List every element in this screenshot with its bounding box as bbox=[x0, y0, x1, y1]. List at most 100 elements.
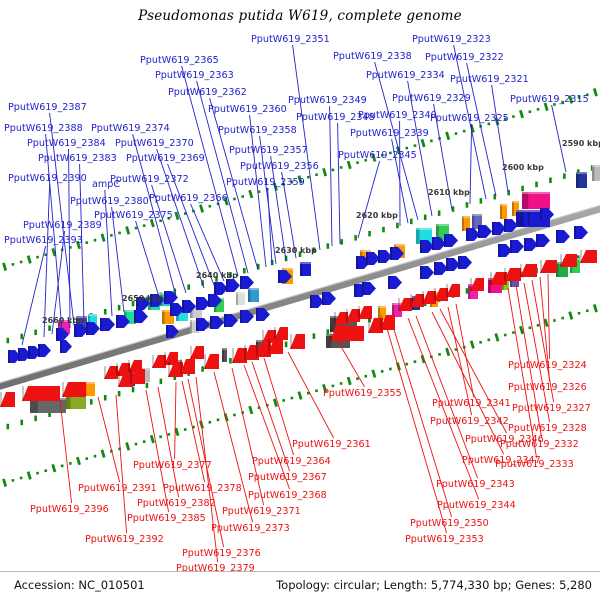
gene-box[interactable] bbox=[222, 348, 227, 362]
gene-label[interactable]: PputW619_2375 bbox=[94, 210, 173, 221]
gene-arrow[interactable] bbox=[56, 328, 69, 341]
gene-arrow[interactable] bbox=[226, 279, 240, 292]
gene-label[interactable]: ampC bbox=[92, 179, 120, 190]
gene-label[interactable]: PputW619_2388 bbox=[4, 123, 83, 134]
gene-arrow[interactable] bbox=[0, 392, 15, 407]
gene-label[interactable]: PputW619_2323 bbox=[412, 34, 491, 45]
gene-arrow[interactable] bbox=[458, 256, 472, 269]
gene-label[interactable]: PputW619_2362 bbox=[168, 87, 247, 98]
gene-arrow[interactable] bbox=[540, 260, 557, 273]
gene-box[interactable] bbox=[84, 382, 95, 396]
gene-label[interactable]: PputW619_2321 bbox=[450, 74, 529, 85]
gene-arrow[interactable] bbox=[398, 298, 412, 311]
gene-label[interactable]: PputW619_2377 bbox=[133, 460, 212, 471]
gene-arrow[interactable] bbox=[420, 266, 434, 279]
gene-arrow[interactable] bbox=[444, 234, 458, 247]
gene-arrow[interactable] bbox=[492, 222, 506, 235]
gene-arrow[interactable] bbox=[378, 250, 392, 263]
gene-label[interactable]: PputW619_2396 bbox=[30, 504, 109, 515]
gene-arrow[interactable] bbox=[540, 208, 554, 221]
gene-label[interactable]: PputW619_2351 bbox=[251, 34, 330, 45]
gene-box[interactable] bbox=[76, 316, 87, 330]
gene-label[interactable]: PputW619_2371 bbox=[222, 506, 301, 517]
gene-arrow[interactable] bbox=[268, 339, 283, 354]
gene-label[interactable]: PputW619_2334 bbox=[366, 70, 445, 81]
gene-label[interactable]: PputW619_2367 bbox=[248, 472, 327, 483]
gene-label[interactable]: PputW619_2344 bbox=[437, 500, 516, 511]
gene-box[interactable] bbox=[500, 204, 507, 219]
gene-arrow[interactable] bbox=[466, 228, 480, 241]
gene-arrow[interactable] bbox=[240, 310, 254, 323]
gene-label[interactable]: PputW619_2389 bbox=[23, 220, 102, 231]
gene-label[interactable]: PputW619_2392 bbox=[85, 534, 164, 545]
gene-label[interactable]: PputW619_2376 bbox=[182, 548, 261, 559]
gene-label[interactable]: PputW619_2360 bbox=[208, 104, 287, 115]
gene-arrow[interactable] bbox=[362, 282, 376, 295]
gene-label[interactable]: PputW619_2390 bbox=[8, 173, 87, 184]
gene-arrow[interactable] bbox=[536, 234, 550, 247]
reverse-gene-labels[interactable]: PputW619_2396 PputW619_2392 PputW619_2391 P… bbox=[30, 360, 591, 574]
gene-label[interactable]: PputW619_2365 bbox=[140, 55, 219, 66]
gene-arrow[interactable] bbox=[38, 344, 51, 357]
gene-label[interactable]: PputW619_2345 bbox=[338, 150, 417, 161]
gene-box[interactable] bbox=[522, 192, 550, 209]
gene-label[interactable]: PputW619_2358 bbox=[218, 125, 297, 136]
gene-arrow[interactable] bbox=[164, 352, 178, 365]
gene-arrow[interactable] bbox=[244, 345, 259, 360]
gene-arrow[interactable] bbox=[180, 359, 195, 374]
gene-arrow[interactable] bbox=[116, 315, 130, 328]
gene-label[interactable]: PputW619_2348 bbox=[296, 112, 375, 123]
gene-arrow[interactable] bbox=[196, 318, 210, 331]
gene-label[interactable]: PputW619_2364 bbox=[252, 456, 331, 467]
gene-arrow[interactable] bbox=[478, 225, 492, 238]
genome-axis[interactable] bbox=[0, 200, 600, 392]
gene-box[interactable] bbox=[236, 292, 245, 305]
gene-arrow[interactable] bbox=[118, 372, 133, 387]
gene-box[interactable] bbox=[190, 320, 199, 333]
gene-label[interactable]: PputW619_2355 bbox=[323, 388, 402, 399]
gene-arrow[interactable] bbox=[434, 288, 448, 301]
gene-arrow[interactable] bbox=[278, 270, 292, 283]
gene-arrow[interactable] bbox=[74, 324, 88, 337]
gene-arrow[interactable] bbox=[528, 212, 542, 225]
gene-arrow[interactable] bbox=[358, 306, 372, 319]
gene-arrow[interactable] bbox=[182, 300, 196, 313]
gene-label[interactable]: PputW619_2350 bbox=[410, 518, 489, 529]
gene-arrow[interactable] bbox=[422, 291, 436, 304]
gene-label[interactable]: PputW619_2357 bbox=[229, 145, 308, 156]
gene-box[interactable] bbox=[248, 288, 259, 302]
gene-label[interactable]: PputW619_2339 bbox=[350, 128, 429, 139]
gene-box[interactable] bbox=[512, 201, 519, 216]
gene-arrow[interactable] bbox=[274, 327, 288, 340]
gene-arrow[interactable] bbox=[520, 264, 537, 277]
gene-arrow[interactable] bbox=[104, 366, 118, 379]
gene-arrow[interactable] bbox=[196, 297, 210, 310]
gene-arrow[interactable] bbox=[446, 258, 460, 271]
gene-label[interactable]: PputW619_2325 bbox=[430, 113, 509, 124]
gene-arrow[interactable] bbox=[208, 294, 222, 307]
gene-box[interactable] bbox=[592, 165, 600, 181]
gene-label[interactable]: PputW619_2326 bbox=[508, 382, 587, 393]
gene-label[interactable]: PputW619_2347 bbox=[462, 455, 541, 466]
gene-label[interactable]: PputW619_2379 bbox=[176, 563, 255, 574]
gene-arrow[interactable] bbox=[60, 340, 72, 353]
gene-label[interactable]: PputW619_2373 bbox=[211, 523, 290, 534]
gene-arrow[interactable] bbox=[420, 240, 434, 253]
gene-label[interactable]: PputW619_2368 bbox=[248, 490, 327, 501]
gene-arrow[interactable] bbox=[510, 240, 524, 253]
gene-label[interactable]: PputW619_2333 bbox=[495, 459, 574, 470]
gene-box[interactable] bbox=[468, 284, 478, 299]
gene-arrow[interactable] bbox=[256, 308, 270, 321]
gene-arrow[interactable] bbox=[150, 294, 164, 307]
gene-box[interactable] bbox=[88, 314, 97, 328]
gene-arrow[interactable] bbox=[240, 276, 254, 289]
gene-arrow[interactable] bbox=[170, 303, 184, 316]
gene-arrow[interactable] bbox=[574, 226, 588, 239]
gene-label[interactable]: PputW619_2380 bbox=[70, 196, 149, 207]
gene-arrow[interactable] bbox=[380, 315, 395, 330]
gene-label[interactable]: PputW619_2378 bbox=[163, 483, 242, 494]
gene-label[interactable]: PputW619_2356 bbox=[240, 161, 319, 172]
gene-arrow[interactable] bbox=[136, 297, 150, 310]
gene-label[interactable]: PputW619_2385 bbox=[127, 513, 206, 524]
gene-label[interactable]: PputW619_2361 bbox=[292, 439, 371, 450]
